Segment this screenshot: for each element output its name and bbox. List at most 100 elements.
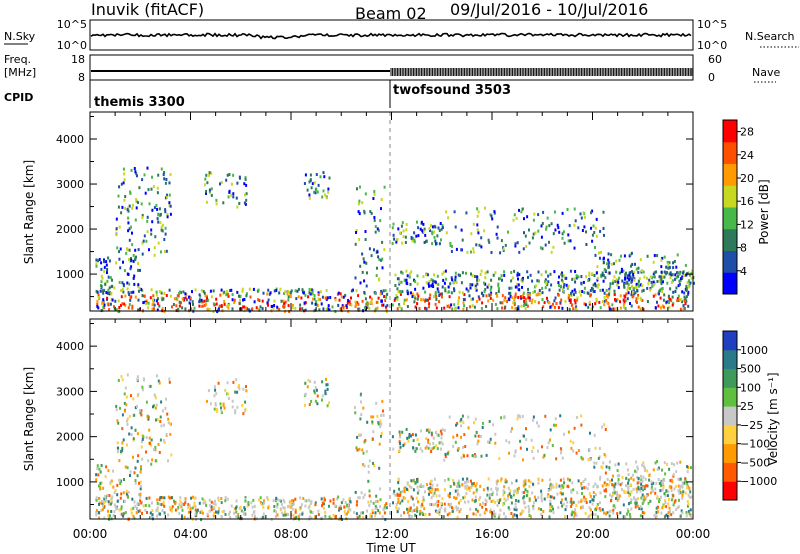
range-cell bbox=[659, 489, 662, 493]
range-cell bbox=[522, 496, 525, 500]
range-cell bbox=[619, 300, 621, 304]
range-cell bbox=[217, 381, 220, 385]
range-cell bbox=[275, 510, 277, 514]
range-cell bbox=[532, 456, 535, 460]
range-cell bbox=[446, 513, 449, 517]
range-cell bbox=[678, 298, 681, 302]
range-cell bbox=[355, 231, 357, 234]
range-cell bbox=[267, 504, 270, 508]
range-cell bbox=[416, 491, 419, 495]
range-cell bbox=[460, 281, 463, 285]
range-cell bbox=[505, 480, 508, 484]
range-cell bbox=[297, 287, 300, 291]
range-cell bbox=[104, 495, 107, 499]
range-cell bbox=[260, 502, 263, 506]
range-cell bbox=[644, 497, 647, 501]
range-cell bbox=[280, 502, 283, 506]
range-cell bbox=[220, 304, 223, 308]
range-cell bbox=[661, 478, 664, 482]
range-cell bbox=[562, 290, 565, 294]
range-cell bbox=[110, 291, 113, 295]
range-cell bbox=[452, 478, 455, 482]
range-cell bbox=[441, 428, 444, 432]
range-cell bbox=[584, 303, 587, 307]
range-cell bbox=[598, 501, 601, 505]
range-cell bbox=[489, 296, 492, 300]
range-cell bbox=[154, 445, 157, 449]
range-cell bbox=[589, 513, 592, 517]
range-cell bbox=[262, 512, 265, 516]
range-cell bbox=[140, 484, 143, 488]
range-cell bbox=[491, 493, 494, 497]
range-cell bbox=[364, 238, 367, 241]
range-cell bbox=[482, 488, 485, 492]
range-cell bbox=[459, 274, 461, 278]
range-cell bbox=[123, 478, 125, 481]
range-cell bbox=[654, 491, 657, 495]
range-cell bbox=[494, 512, 497, 516]
range-cell bbox=[354, 490, 357, 494]
range-cell bbox=[628, 494, 631, 498]
range-cell bbox=[659, 276, 662, 280]
range-cell bbox=[156, 418, 159, 422]
range-cell bbox=[403, 511, 406, 515]
range-cell bbox=[475, 243, 478, 247]
range-cell bbox=[321, 195, 324, 199]
range-cell bbox=[517, 491, 519, 494]
range-cell bbox=[364, 306, 366, 310]
range-cell bbox=[208, 509, 211, 513]
range-cell bbox=[586, 291, 589, 295]
range-cell bbox=[461, 483, 464, 487]
range-cell bbox=[243, 511, 246, 515]
range-cell bbox=[281, 511, 284, 515]
range-cell bbox=[210, 295, 213, 299]
range-cell bbox=[212, 514, 215, 518]
range-cell bbox=[156, 308, 159, 312]
range-cell bbox=[592, 283, 595, 287]
range-cell bbox=[148, 504, 151, 508]
range-cell bbox=[132, 203, 134, 207]
range-cell bbox=[627, 485, 630, 489]
range-cell bbox=[356, 500, 359, 504]
range-cell bbox=[156, 498, 159, 502]
range-cell bbox=[399, 231, 402, 235]
range-cell bbox=[402, 229, 405, 233]
range-cell bbox=[95, 258, 98, 262]
range-cell bbox=[165, 294, 168, 297]
range-cell bbox=[434, 292, 437, 296]
range-cell bbox=[238, 387, 241, 391]
range-cell bbox=[458, 484, 461, 488]
range-cell bbox=[650, 491, 652, 495]
range-cell bbox=[124, 511, 127, 515]
range-cell bbox=[430, 433, 433, 437]
range-cell bbox=[675, 508, 678, 512]
range-cell bbox=[456, 448, 459, 452]
range-cell bbox=[662, 485, 665, 489]
range-cell bbox=[153, 253, 156, 257]
range-cell bbox=[518, 250, 521, 254]
range-cell bbox=[616, 512, 619, 516]
range-cell bbox=[479, 484, 482, 488]
range-cell bbox=[166, 215, 169, 219]
range-cell bbox=[346, 503, 348, 507]
colorbar-swatch bbox=[723, 120, 737, 143]
range-cell bbox=[680, 484, 682, 488]
range-cell bbox=[548, 224, 551, 228]
range-cell bbox=[362, 451, 365, 455]
range-cell bbox=[304, 403, 306, 407]
range-cell bbox=[476, 300, 478, 303]
range-cell bbox=[345, 304, 348, 308]
range-cell bbox=[643, 511, 646, 515]
range-cell bbox=[150, 438, 153, 442]
range-cell bbox=[435, 242, 438, 245]
range-cell bbox=[562, 285, 565, 289]
range-cell bbox=[438, 229, 441, 232]
range-cell bbox=[679, 460, 682, 464]
range-cell bbox=[657, 505, 659, 509]
range-cell bbox=[231, 293, 234, 296]
range-cell bbox=[311, 288, 314, 292]
range-cell bbox=[96, 299, 99, 303]
range-cell bbox=[424, 446, 427, 450]
range-cell bbox=[564, 497, 567, 501]
range-cell bbox=[553, 270, 556, 274]
